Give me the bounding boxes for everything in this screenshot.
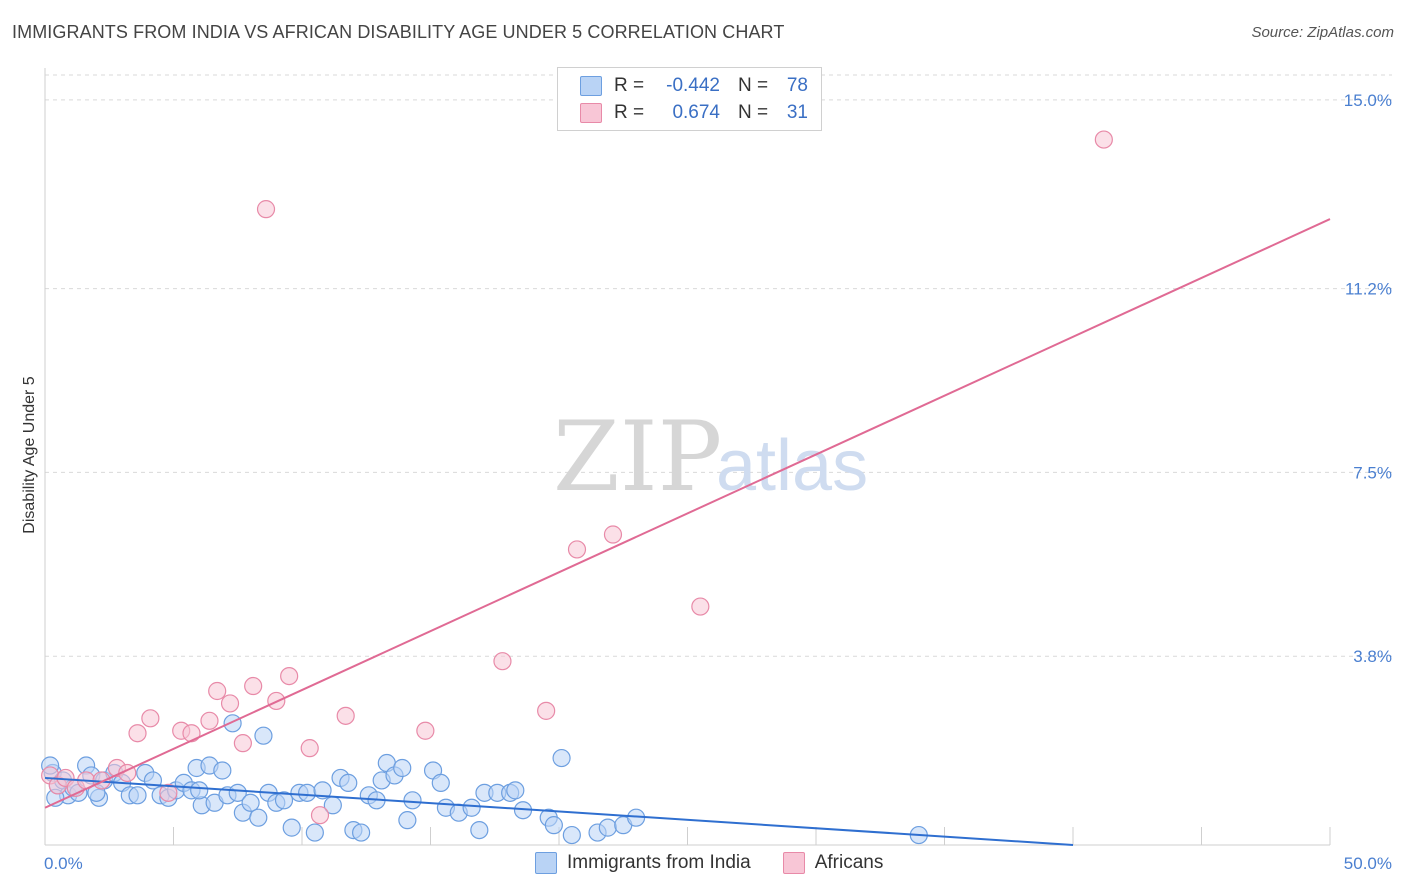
data-point-africans <box>336 706 355 725</box>
legend-swatch-blue <box>580 76 602 96</box>
data-point-africans <box>416 721 435 740</box>
gridlines <box>45 74 1392 657</box>
watermark: ZIP atlas <box>553 401 868 513</box>
data-point-india <box>431 773 450 793</box>
axes <box>44 68 1331 846</box>
data-point-india <box>506 781 525 800</box>
data-point-africans <box>244 676 263 696</box>
x-tick-label: 50.0% <box>1344 854 1392 873</box>
legend-n-label: N = <box>738 75 769 96</box>
data-point-africans <box>1094 130 1113 149</box>
data-point-india <box>254 726 273 745</box>
data-point-africans <box>200 711 219 730</box>
chart-title: IMMIGRANTS FROM INDIA VS AFRICAN DISABIL… <box>12 22 785 42</box>
data-point-india <box>282 818 301 837</box>
data-point-africans <box>208 681 227 701</box>
legend-r-label: R = <box>614 102 645 123</box>
data-point-india <box>352 823 371 842</box>
watermark-zip: ZIP <box>553 401 722 513</box>
data-point-india <box>562 825 581 845</box>
legend-label-africans: Africans <box>814 852 884 873</box>
data-point-africans <box>141 709 160 728</box>
data-point-india <box>241 793 260 812</box>
data-point-africans <box>256 200 276 219</box>
correlation-legend: R = -0.442 N = 78 R = 0.674 N = 31 <box>557 67 822 131</box>
data-point-africans <box>691 597 710 616</box>
y-tick-label: 15.0% <box>1344 91 1392 110</box>
data-point-india <box>313 781 332 800</box>
series-legend: Immigrants from India Africans <box>535 852 915 874</box>
y-tick-label: 11.2% <box>1345 280 1392 299</box>
data-point-africans <box>280 666 299 686</box>
legend-swatch-pink <box>580 103 602 123</box>
legend-r-label: R = <box>614 75 645 96</box>
data-point-india <box>462 798 481 817</box>
trend-lines <box>44 218 1331 846</box>
data-point-india <box>128 786 147 805</box>
data-point-africans <box>310 806 330 825</box>
data-point-india <box>213 761 232 780</box>
legend-label-india: Immigrants from India <box>567 852 751 873</box>
legend-row-africans: R = 0.674 N = 31 <box>580 100 808 126</box>
legend-swatch-pink <box>782 852 805 874</box>
data-point-india <box>223 714 242 733</box>
data-point-india <box>339 773 358 793</box>
data-point-india <box>305 823 324 842</box>
data-point-india <box>403 791 422 810</box>
data-point-africans <box>300 739 319 758</box>
data-point-africans <box>182 724 201 743</box>
legend-item-africans[interactable]: Africans <box>782 852 884 874</box>
data-point-africans <box>128 724 147 743</box>
data-point-india <box>598 818 617 837</box>
legend-r-value: 0.674 <box>667 102 720 123</box>
legend-n-value: 31 <box>786 102 808 123</box>
y-tick-label: 7.5% <box>1353 463 1392 482</box>
y-tick-label: 3.8% <box>1353 647 1392 666</box>
data-point-africans <box>220 694 240 713</box>
trend-line-india <box>44 776 1074 846</box>
ticks: 3.8% 7.5% 11.2% 15.0% 0.0% 50.0% <box>44 91 1392 873</box>
data-point-india <box>393 758 412 778</box>
legend-n-label: N = <box>738 102 769 123</box>
data-point-africans <box>567 540 587 559</box>
data-point-india <box>544 816 563 835</box>
legend-item-india[interactable]: Immigrants from India <box>535 852 751 874</box>
data-point-india <box>274 791 294 810</box>
data-point-africans <box>159 783 178 802</box>
source-label: Source: ZipAtlas.com <box>1251 24 1394 41</box>
trend-line-africans <box>44 218 1331 809</box>
legend-row-india: R = -0.442 N = 78 <box>580 73 808 99</box>
y-axis-label: Disability Age Under 5 <box>21 376 38 534</box>
legend-n-value: 78 <box>786 75 808 96</box>
data-point-india <box>228 783 247 802</box>
data-point-india <box>470 820 489 840</box>
series-africans <box>41 130 1113 825</box>
legend-r-value: -0.442 <box>666 75 720 96</box>
data-point-india <box>298 783 317 802</box>
data-point-india <box>190 781 209 800</box>
data-point-africans <box>233 734 252 753</box>
data-point-africans <box>537 701 556 720</box>
data-point-africans <box>603 525 623 544</box>
data-point-india <box>398 811 417 830</box>
legend-swatch-blue <box>535 852 557 874</box>
data-point-africans <box>493 652 512 671</box>
data-point-india <box>552 748 571 768</box>
x-tick-label: 0.0% <box>44 854 83 873</box>
data-point-india <box>249 808 268 827</box>
data-point-india <box>143 771 163 790</box>
